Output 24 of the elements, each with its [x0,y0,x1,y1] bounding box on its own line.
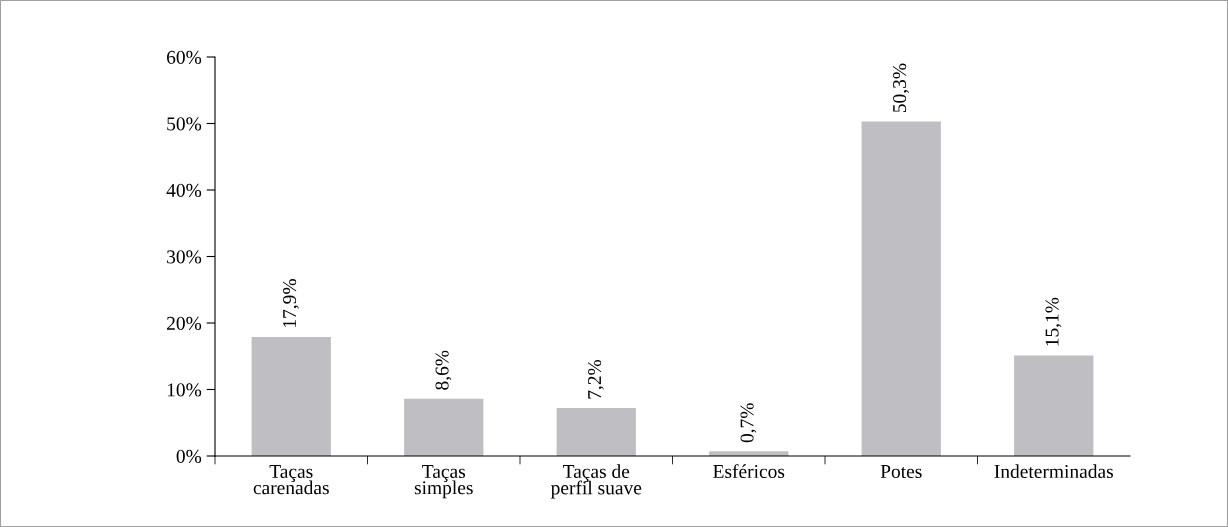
data-label: 8,6% [435,350,452,390]
y-tick-label: 30% [167,250,202,264]
data-label: 7,2% [588,359,604,399]
data-label: 15,1% [1045,297,1062,346]
y-tick-label: 10% [167,383,202,397]
y-tick-label: 60% [167,50,202,64]
x-tick-label: Taças carenadas [253,465,329,495]
bar [556,408,636,456]
bar [404,398,484,456]
data-label: 50,3% [893,63,909,113]
x-tick-label: Indeterminadas [994,464,1113,479]
bar [861,121,941,456]
x-tick-label: Taças de perfil suave [550,464,642,499]
x-tick-label: Taças simples [414,465,473,499]
y-tick-label: 40% [166,183,202,197]
y-tick-label: 0% [176,449,202,463]
bar [1014,355,1094,456]
y-tick-label: 50% [167,117,202,131]
x-tick-label: Esféricos [713,464,785,479]
data-label: 0,7% [740,403,757,443]
y-tick-label: 20% [167,316,202,330]
x-tick-label: Potes [880,465,922,479]
data-label: 17,9% [283,279,299,327]
bar [251,336,331,456]
